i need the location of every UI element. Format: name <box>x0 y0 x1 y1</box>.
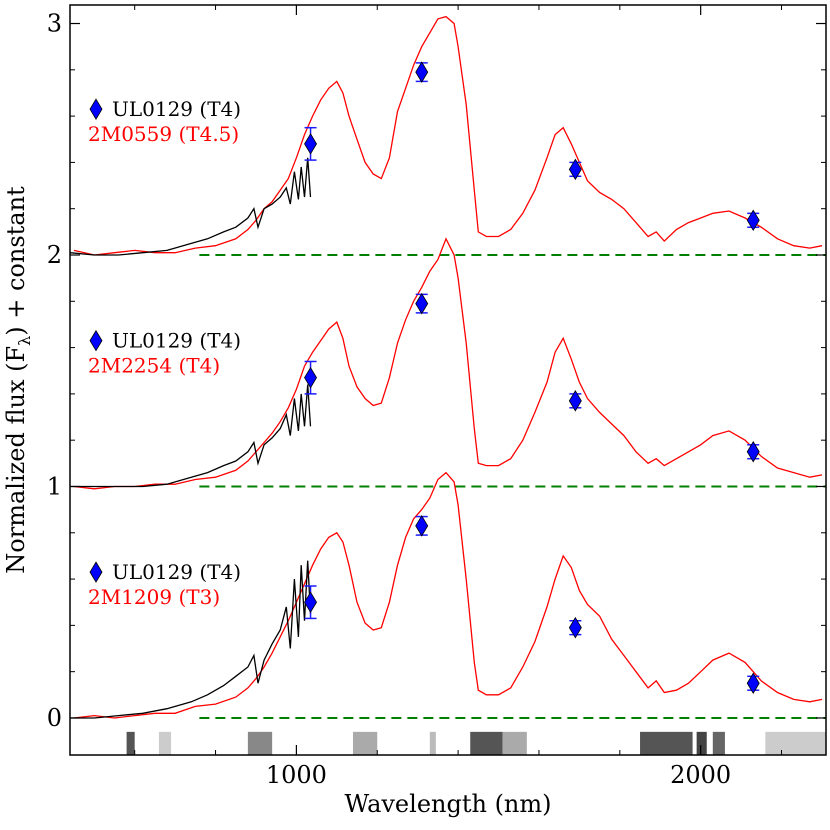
legend-template-label-1: 2M2254 (T4) <box>88 354 220 378</box>
telluric-band-4 <box>429 731 436 755</box>
telluric-bands <box>126 731 826 755</box>
photometry-marker-1-1 <box>415 292 429 315</box>
telluric-band-5 <box>470 731 503 755</box>
optical-spectrum-line-0 <box>69 157 312 256</box>
photometry-points <box>304 61 760 695</box>
photometry-marker-0-0 <box>304 133 318 155</box>
axis-ticks: 0 1 2 3 1000 2000 <box>47 5 826 789</box>
y-axis-title-tail: ) + constant <box>2 186 30 336</box>
telluric-band-6 <box>502 731 527 755</box>
legend-marker-1 <box>89 329 103 352</box>
y-axis-title: Normalized flux (Fλ) + constant <box>2 186 34 574</box>
x-tick-label-2000: 2000 <box>670 761 731 789</box>
telluric-band-9 <box>712 731 725 755</box>
y-tick-label-1: 1 <box>47 472 62 500</box>
photometry-marker-0-2 <box>568 158 582 181</box>
legend-marker-2 <box>89 561 103 583</box>
telluric-band-0 <box>126 731 135 755</box>
legend-photometry-label-0: UL0129 (T4) <box>112 97 241 121</box>
zero-baselines <box>199 254 826 719</box>
template-spectrum-line-1 <box>73 237 823 490</box>
telluric-band-3 <box>352 731 378 755</box>
x-axis-title: Wavelength (nm) <box>344 790 551 818</box>
x-tick-label-1000: 1000 <box>266 761 327 789</box>
photometry-marker-2-1 <box>415 515 429 537</box>
y-axis-title-main: Normalized flux (F <box>2 346 30 574</box>
telluric-band-7 <box>640 731 693 755</box>
spectrum-series <box>69 15 823 719</box>
y-tick-label-3: 3 <box>47 10 62 38</box>
legend-template-label-0: 2M0559 (T4.5) <box>88 122 239 146</box>
photometry-marker-1-3 <box>746 440 760 463</box>
photometry-marker-0-3 <box>746 209 760 232</box>
photometry-marker-2-3 <box>746 672 760 695</box>
photometry-marker-0-1 <box>415 61 429 83</box>
y-tick-label-0: 0 <box>47 704 62 732</box>
plot-frame <box>69 4 827 756</box>
telluric-band-10 <box>765 731 826 755</box>
legend-photometry-label-2: UL0129 (T4) <box>112 560 241 584</box>
legend-marker-0 <box>89 98 103 120</box>
optical-spectrum-line-2 <box>70 560 312 719</box>
telluric-band-1 <box>158 731 172 755</box>
legends: UL0129 (T4)2M0559 (T4.5)UL0129 (T4)2M225… <box>88 97 241 609</box>
telluric-band-8 <box>696 731 707 755</box>
photometry-marker-2-0 <box>304 591 318 613</box>
y-axis-title-subscript: λ <box>15 336 34 346</box>
photometry-marker-2-2 <box>568 616 582 639</box>
photometry-marker-1-2 <box>568 390 582 412</box>
telluric-band-2 <box>247 731 273 755</box>
legend-template-label-2: 2M1209 (T3) <box>88 585 220 609</box>
optical-spectrum-line-1 <box>70 384 312 488</box>
y-tick-label-2: 2 <box>47 241 62 269</box>
photometry-marker-1-0 <box>304 366 318 389</box>
template-spectrum-line-2 <box>73 471 823 719</box>
template-spectrum-line-0 <box>73 15 823 256</box>
legend-photometry-label-1: UL0129 (T4) <box>112 329 241 353</box>
